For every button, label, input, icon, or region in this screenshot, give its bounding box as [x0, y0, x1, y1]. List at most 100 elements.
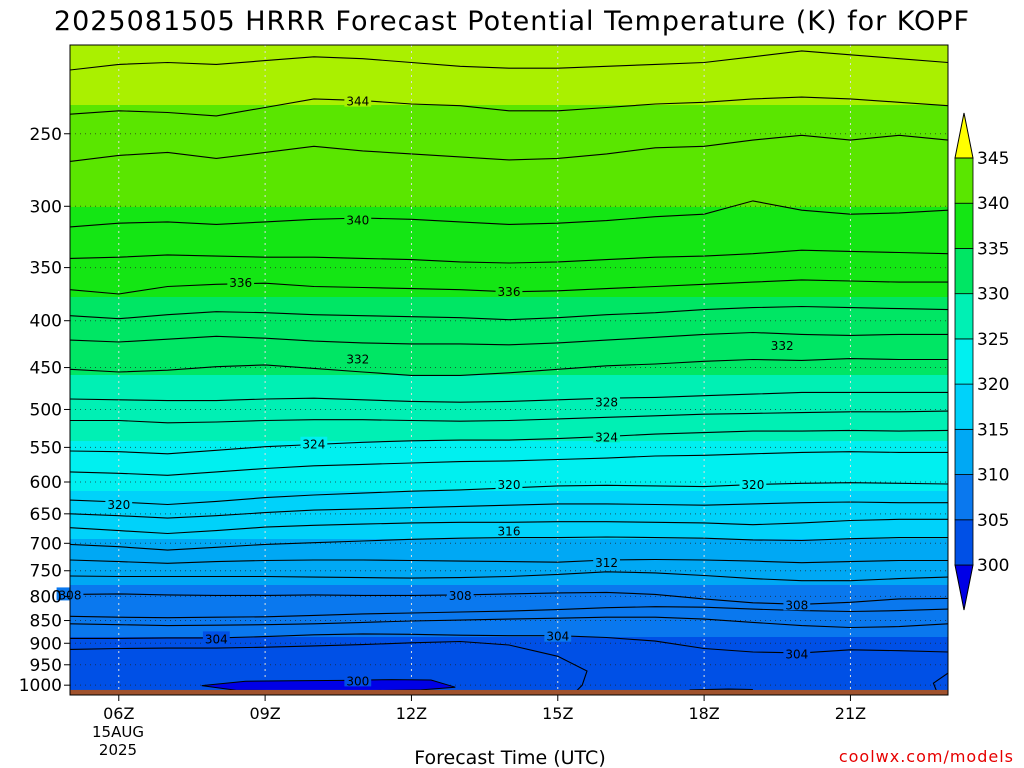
theta-band [70, 297, 948, 300]
colorbar-swatch-325 [954, 293, 974, 340]
theta-band [70, 357, 948, 360]
theta-band [70, 407, 948, 410]
theta-band [70, 667, 948, 670]
theta-band [70, 225, 948, 228]
colorbar-label-310: 310 [977, 466, 1009, 486]
theta-band [70, 191, 948, 194]
theta-band [70, 505, 948, 508]
theta-band [70, 143, 948, 146]
theta-band [70, 155, 948, 158]
theta-band [70, 359, 948, 362]
theta-band [70, 475, 948, 478]
contour-305-k [70, 616, 948, 629]
theta-band [70, 679, 948, 682]
theta-band [70, 443, 948, 446]
theta-band [70, 315, 948, 318]
contour-318-k [70, 501, 948, 519]
theta-band [70, 517, 948, 520]
theta-band [70, 331, 948, 334]
theta-band [70, 263, 948, 266]
theta-band [70, 363, 948, 366]
theta-band [70, 207, 948, 210]
theta-band [70, 347, 948, 350]
theta-band [70, 99, 948, 102]
theta-band [70, 461, 948, 464]
theta-band [70, 339, 948, 342]
colorbar-swatch-310 [954, 428, 974, 475]
theta-band [70, 515, 948, 518]
theta-band [70, 353, 948, 356]
theta-band [70, 311, 948, 314]
theta-band [70, 503, 948, 506]
theta-band [70, 151, 948, 154]
theta-band [70, 83, 948, 86]
theta-band [70, 237, 948, 240]
contour-label-bg [783, 646, 811, 660]
theta-band [70, 559, 948, 562]
x-tick-label-15Z: 15Z [542, 704, 573, 723]
theta-band [70, 621, 948, 624]
theta-band [70, 241, 948, 244]
theta-band [70, 579, 948, 582]
x-tick-label-18Z: 18Z [688, 704, 719, 723]
theta-band [70, 179, 948, 182]
theta-band [70, 211, 948, 214]
theta-fill [70, 45, 948, 695]
theta-band [70, 681, 948, 684]
theta-band [70, 193, 948, 196]
theta-band [70, 381, 948, 384]
theta-band [70, 173, 948, 176]
contour-label-304: 304 [785, 648, 808, 662]
theta-band [70, 141, 948, 144]
y-axis: 2503003504004505005506006507007508008509… [19, 125, 70, 696]
theta-band [70, 137, 948, 140]
colorbar-label-320: 320 [977, 375, 1009, 395]
theta-band [70, 509, 948, 512]
theta-band [70, 377, 948, 380]
theta-band [70, 71, 948, 74]
contour-label-bg [768, 337, 796, 351]
theta-band [70, 675, 948, 678]
theta-band [70, 101, 948, 104]
theta-band [70, 463, 948, 466]
theta-band [70, 551, 948, 554]
theta-band [70, 425, 948, 428]
contour-label-320: 320 [498, 478, 521, 492]
contour-342-k [70, 134, 948, 162]
theta-band [70, 131, 948, 134]
theta-band [70, 395, 948, 398]
theta-band [70, 583, 948, 586]
theta-band [70, 323, 948, 326]
x-date-day: 15AUG [92, 723, 144, 741]
theta-band [70, 45, 948, 48]
theta-band [70, 177, 948, 180]
theta-band [70, 123, 948, 126]
y-tick-label-700: 700 [30, 534, 62, 554]
theta-band [70, 649, 948, 652]
colorbar-swatch-335 [954, 202, 974, 249]
theta-band [70, 111, 948, 114]
theta-band [70, 261, 948, 264]
chart-title: 2025081505 HRRR Forecast Potential Tempe… [54, 6, 970, 37]
contour-303-k [70, 640, 588, 695]
theta-band [70, 519, 948, 522]
theta-band [70, 379, 948, 382]
theta-band [70, 277, 948, 280]
theta-band [70, 441, 948, 444]
contour-label-bg [446, 587, 474, 601]
theta-band [70, 265, 948, 268]
contour-label-300: 300 [346, 674, 369, 688]
theta-band [70, 77, 948, 80]
theta-band [70, 303, 948, 306]
theta-band [70, 501, 948, 504]
theta-band [70, 227, 948, 230]
theta-band [70, 317, 948, 320]
theta-band [70, 247, 948, 250]
y-tick-label-800: 800 [30, 587, 62, 607]
theta-band [70, 397, 948, 400]
contour-label-320: 320 [741, 478, 764, 492]
contour-314-k [70, 536, 948, 551]
theta-band [70, 371, 948, 374]
theta-band [70, 403, 948, 406]
contour-label-bg [495, 523, 523, 537]
